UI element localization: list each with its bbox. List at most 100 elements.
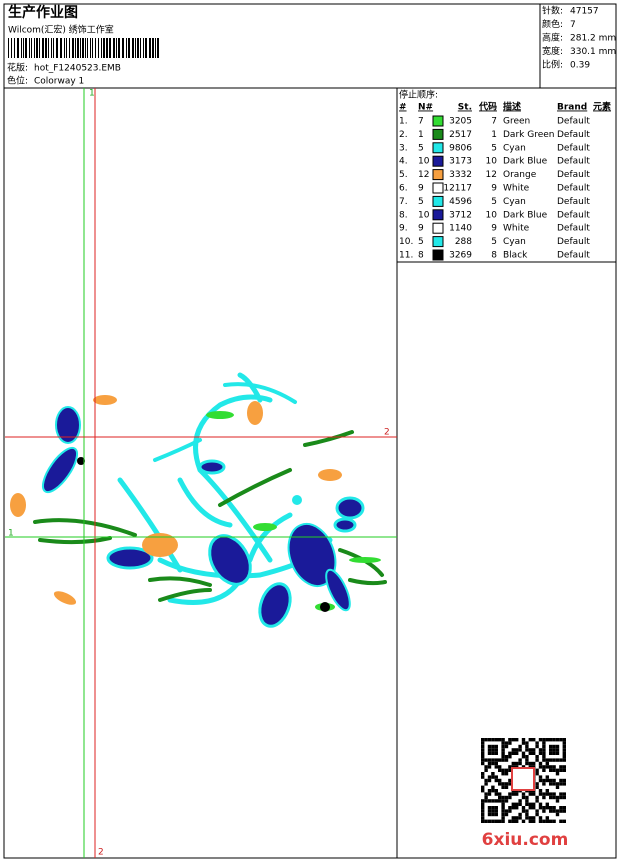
qr-module	[552, 778, 556, 783]
row-number: 7.	[399, 197, 408, 207]
qr-module	[487, 765, 492, 769]
stitches: 12117	[443, 184, 472, 194]
needle: 5	[418, 197, 424, 207]
qr-module	[555, 809, 560, 813]
bar	[118, 38, 120, 58]
qr-module	[528, 802, 532, 806]
qr-module	[552, 792, 556, 796]
brand: Default	[557, 117, 590, 127]
needle: 5	[418, 143, 424, 153]
qr-module	[525, 755, 529, 759]
qr-module	[538, 806, 543, 810]
page-border	[3, 3, 617, 859]
qr-module	[484, 799, 488, 803]
qr-module	[552, 768, 556, 772]
qr-module	[494, 792, 498, 796]
qr-module	[494, 761, 498, 766]
qr-module	[542, 819, 546, 823]
qr-module	[484, 768, 488, 772]
qr-module	[508, 782, 512, 786]
qr-module	[501, 819, 505, 823]
colorway: Colorway 1	[34, 77, 84, 87]
qr-module	[532, 765, 536, 769]
qr-module	[504, 758, 509, 762]
qr-module	[515, 738, 519, 742]
brand: Default	[557, 251, 590, 261]
qr-module	[559, 765, 563, 769]
qr-module	[504, 795, 509, 800]
qr-module	[491, 744, 495, 749]
qr-module	[535, 782, 539, 786]
qr-module	[501, 782, 505, 786]
qr-module	[549, 795, 553, 800]
qr-module	[555, 799, 560, 803]
qr-module	[508, 809, 512, 813]
qr-module	[542, 782, 546, 786]
qr-module	[484, 778, 488, 783]
qr-module	[555, 748, 560, 752]
description: Cyan	[503, 197, 526, 207]
qr-code	[481, 738, 566, 823]
qr-module	[518, 744, 522, 749]
qr-module	[552, 806, 556, 810]
qr-module	[494, 799, 498, 803]
qr-module	[508, 738, 512, 742]
qr-module	[555, 812, 560, 817]
qr-module	[508, 741, 512, 745]
description: Green	[503, 117, 530, 127]
column-header: 元素	[593, 101, 611, 113]
qr-module	[525, 816, 529, 820]
qr-module	[525, 748, 529, 752]
qr-module	[481, 812, 485, 817]
qr-module	[549, 809, 553, 813]
description: White	[503, 224, 530, 234]
brand: Default	[557, 157, 590, 167]
row-number: 6.	[399, 184, 408, 194]
qr-module	[542, 744, 546, 749]
bar	[98, 38, 99, 58]
qr-module	[521, 792, 526, 796]
qr-module	[549, 751, 553, 755]
qr-module	[562, 738, 566, 742]
stitches: 1140	[449, 224, 472, 234]
colorway-label: 色位:	[7, 75, 28, 87]
qr-module	[501, 802, 505, 806]
qr-module	[491, 806, 495, 810]
qr-module	[528, 819, 532, 823]
qr-module	[542, 758, 546, 762]
qr-module	[545, 792, 549, 796]
qr-module	[498, 819, 502, 823]
bar	[25, 38, 27, 58]
qr-module	[559, 809, 563, 813]
qr-module	[552, 758, 556, 762]
qr-module	[552, 809, 556, 813]
qr-module	[508, 778, 512, 783]
qr-module	[518, 799, 522, 803]
qr-module	[515, 819, 519, 823]
code: 9	[491, 184, 497, 194]
color-swatch	[432, 115, 444, 127]
qr-module	[562, 806, 566, 810]
qr-module	[538, 748, 543, 752]
qr-module	[538, 792, 543, 796]
qr-module	[487, 792, 492, 796]
qr-module	[494, 748, 498, 752]
qr-module	[515, 748, 519, 752]
qr-module	[518, 812, 522, 817]
bar	[36, 38, 38, 58]
table-title: 停止顺序:	[399, 89, 438, 101]
qr-module	[494, 751, 498, 755]
code: 5	[491, 237, 497, 247]
qr-module	[481, 775, 485, 779]
stat-value: 0.39	[570, 61, 590, 71]
qr-module	[487, 738, 492, 742]
qr-module	[549, 748, 553, 752]
bar	[11, 38, 12, 58]
needle: 10	[418, 210, 430, 220]
qr-module	[542, 748, 546, 752]
qr-module	[562, 755, 566, 759]
qr-module	[491, 789, 495, 793]
qr-module	[549, 792, 553, 796]
stems	[117, 372, 333, 605]
row-number: 3.	[399, 143, 408, 153]
